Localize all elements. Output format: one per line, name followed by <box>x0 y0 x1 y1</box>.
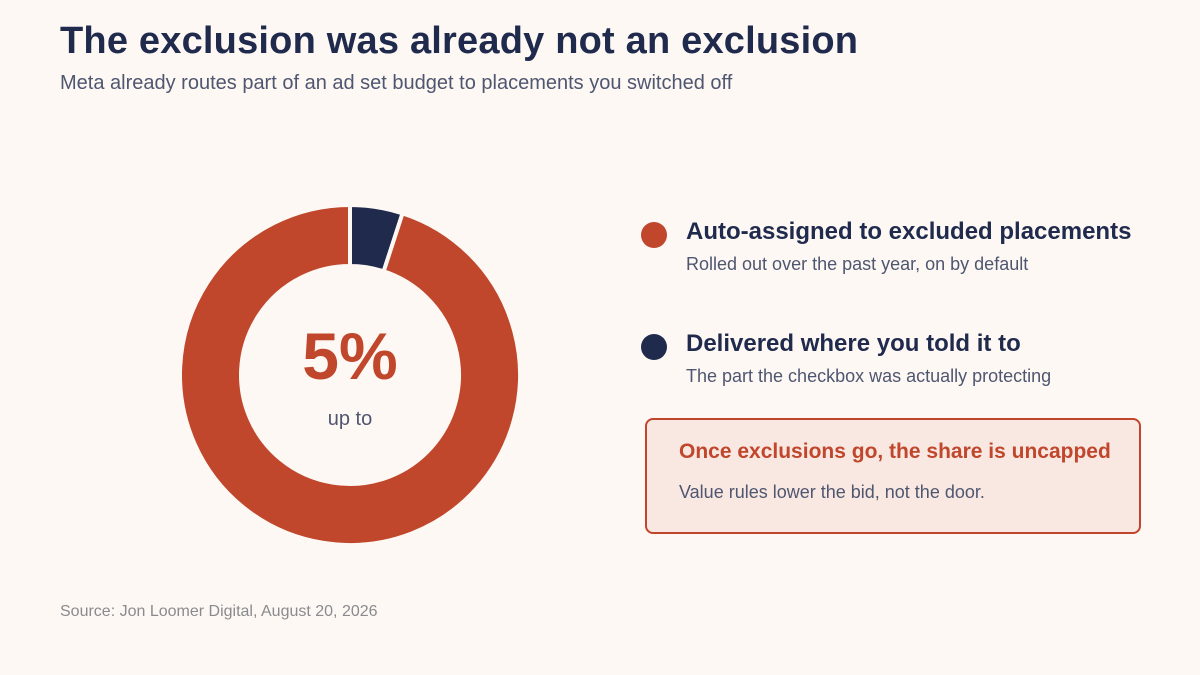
center-value: 5% <box>302 319 398 393</box>
page-subtitle: Meta already routes part of an ad set bu… <box>60 72 733 94</box>
donut-slice-excluded <box>178 203 522 547</box>
page-title: The exclusion was already not an exclusi… <box>60 20 859 62</box>
callout-text: Value rules lower the bid, not the door. <box>679 482 985 502</box>
legend-desc-excluded: Rolled out over the past year, on by def… <box>686 254 1029 274</box>
legend-desc-delivered: The part the checkbox was actually prote… <box>686 366 1052 386</box>
legend-title-excluded: Auto-assigned to excluded placements <box>686 218 1132 245</box>
source-note: Source: Jon Loomer Digital, August 20, 2… <box>60 603 378 620</box>
callout-title: Once exclusions go, the share is uncappe… <box>679 440 1111 463</box>
legend-title-delivered: Delivered where you told it to <box>686 330 1021 357</box>
center-label: up to <box>327 408 373 430</box>
legend-swatch-delivered <box>641 334 667 360</box>
callout-box: Once exclusions go, the share is uncappe… <box>645 418 1141 534</box>
legend-swatch-excluded <box>641 222 667 248</box>
donut-chart <box>178 203 522 547</box>
